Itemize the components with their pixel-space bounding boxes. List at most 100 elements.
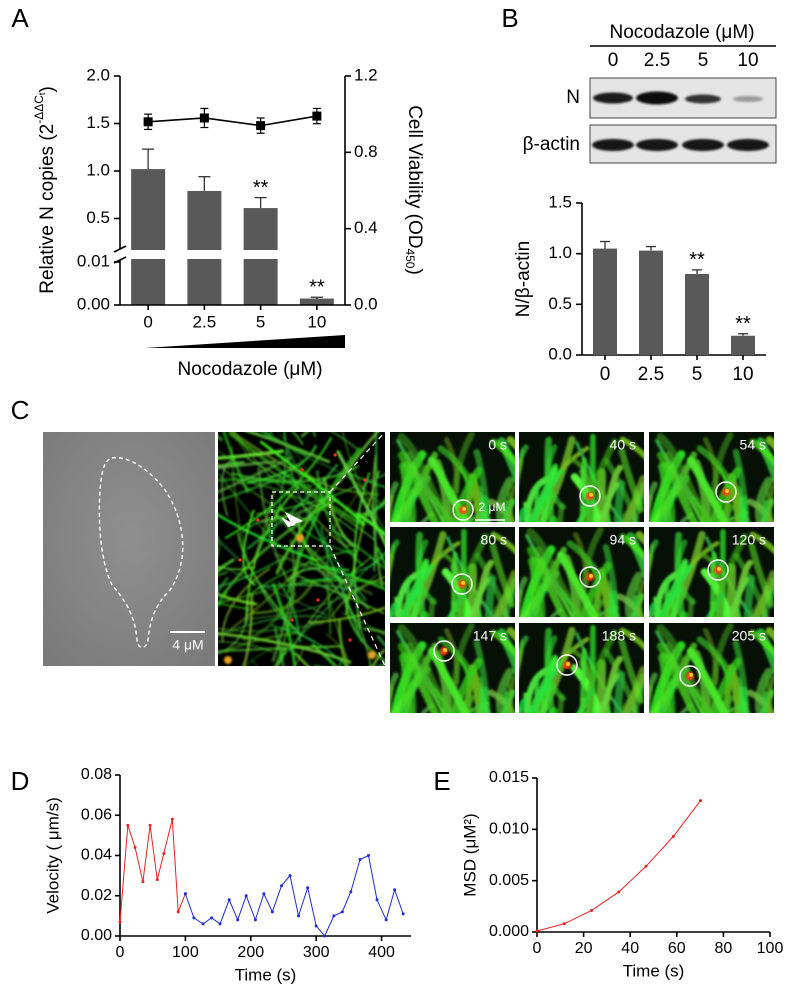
- x-tick-label: 2.5: [638, 364, 664, 385]
- strand: [618, 638, 644, 704]
- strand: [268, 506, 370, 610]
- strand: [723, 702, 749, 713]
- strand: [527, 659, 564, 713]
- strand: [323, 476, 354, 548]
- strand: [218, 456, 293, 494]
- time-label: 188 s: [602, 628, 636, 644]
- y-tick-label: 0.00: [81, 927, 112, 944]
- red-particle: [238, 558, 242, 562]
- strand: [588, 703, 607, 713]
- strand: [278, 551, 385, 663]
- strand: [681, 464, 715, 522]
- point: [644, 864, 648, 868]
- strand: [398, 668, 422, 713]
- significance-label: **: [689, 249, 705, 271]
- strand: [527, 557, 546, 617]
- strand: [504, 691, 510, 713]
- strand: [594, 468, 606, 522]
- red-particle: [316, 598, 320, 602]
- strand: [657, 668, 681, 713]
- strand: [569, 647, 595, 713]
- strand: [222, 432, 250, 494]
- y-tick-label: 2.0: [86, 65, 110, 84]
- point: [280, 884, 284, 888]
- significance-label: **: [735, 313, 751, 335]
- strand: [367, 473, 385, 483]
- y-tick-label: 1.5: [86, 113, 110, 132]
- point: [401, 912, 405, 916]
- strand: [763, 691, 769, 713]
- strand: [218, 477, 313, 488]
- concentration-wedge: [145, 335, 345, 348]
- strand: [398, 477, 422, 522]
- x-tick-label: 200: [237, 944, 264, 961]
- strand: [465, 563, 477, 617]
- strand: [231, 446, 253, 574]
- point: [590, 908, 594, 912]
- strand: [422, 464, 456, 522]
- point: [244, 894, 248, 898]
- strand: [619, 533, 644, 562]
- point: [155, 878, 159, 882]
- strand: [459, 694, 475, 713]
- point: [358, 858, 362, 862]
- zoom-box: [271, 491, 331, 547]
- strand: [464, 511, 490, 522]
- time-label: 94 s: [610, 532, 636, 548]
- strand: [657, 653, 676, 713]
- blot-row-label: N: [566, 87, 580, 108]
- strand: [656, 624, 691, 690]
- x-axis-label: Time (s): [623, 961, 685, 980]
- strand: [247, 481, 358, 534]
- strand: [338, 618, 348, 666]
- strand: [218, 597, 249, 655]
- x-tick-label: 100: [172, 944, 199, 961]
- y-axis-label: Velocity ( μm/s): [43, 797, 62, 914]
- strand: [456, 604, 464, 617]
- strand: [468, 473, 485, 522]
- strand: [527, 572, 551, 617]
- strand: [549, 607, 564, 617]
- strand: [463, 670, 475, 713]
- strand: [331, 529, 385, 570]
- particle-cluster: [296, 534, 304, 542]
- point: [375, 898, 379, 902]
- strand: [242, 592, 297, 641]
- red-particle: [333, 453, 337, 457]
- point: [314, 924, 318, 928]
- point: [270, 910, 274, 914]
- point: [148, 823, 152, 827]
- strand-group: [649, 623, 774, 713]
- strand: [738, 495, 748, 522]
- band: [592, 139, 634, 151]
- strand: [613, 479, 626, 522]
- strand: [283, 432, 313, 524]
- x-tick-label: 5: [692, 364, 703, 385]
- strand: [223, 631, 300, 653]
- strand: [606, 703, 612, 713]
- strand: [657, 709, 662, 713]
- strand: [301, 432, 309, 438]
- strand: [390, 672, 399, 700]
- bar: [685, 273, 709, 355]
- strand: [274, 646, 288, 666]
- point: [183, 892, 187, 896]
- strand: [664, 577, 671, 617]
- strand: [463, 479, 475, 522]
- strand: [506, 674, 515, 713]
- bar: [131, 169, 166, 305]
- y-tick-label: 0.08: [81, 766, 112, 783]
- time-label: 147 s: [473, 628, 507, 644]
- strand: [727, 473, 744, 522]
- strand: [271, 582, 297, 666]
- strand: [519, 635, 529, 660]
- tracking-circle: [451, 573, 473, 595]
- panel-label: B: [501, 3, 518, 33]
- strand: [767, 676, 774, 713]
- strand: [218, 645, 342, 653]
- panel-label: E: [433, 766, 450, 796]
- strand: [687, 597, 694, 617]
- strand: [242, 509, 256, 586]
- y-tick-label: 0.015: [489, 769, 529, 786]
